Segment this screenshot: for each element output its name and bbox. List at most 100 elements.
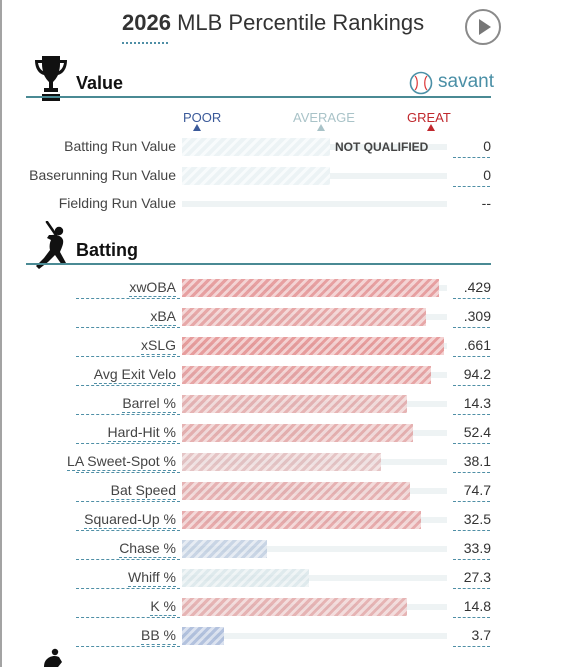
metric-label[interactable]: Squared-Up % — [84, 511, 176, 529]
metric-value: 0 — [483, 167, 491, 183]
value-dash — [453, 414, 490, 415]
metric-label[interactable]: Barrel % — [122, 395, 176, 413]
row-divider — [76, 559, 180, 560]
scale-poor-label: POOR — [183, 110, 222, 125]
metric-label[interactable]: xSLG — [140, 337, 176, 355]
metric-value: .429 — [463, 279, 491, 295]
row-divider — [76, 530, 180, 531]
batting-metric-row: Bat Speed 74.7 — [0, 477, 571, 505]
batting-metric-row: xwOBA .429 — [0, 274, 571, 302]
metric-label[interactable]: BB % — [140, 627, 176, 645]
row-divider — [76, 414, 180, 415]
metric-value: 14.3 — [463, 395, 491, 411]
value-dash — [453, 472, 490, 473]
percentile-bar[interactable] — [182, 337, 444, 355]
batting-metric-row: Squared-Up % 32.5 — [0, 506, 571, 534]
batting-section-rule — [26, 263, 491, 265]
percentile-bar[interactable] — [182, 424, 413, 442]
value-dash — [453, 588, 490, 589]
percentile-track — [182, 633, 447, 639]
metric-value: 94.2 — [463, 366, 491, 382]
metric-label[interactable]: xwOBA — [129, 279, 176, 297]
metric-value: -- — [481, 195, 491, 211]
savant-link[interactable]: savant — [438, 71, 494, 92]
percentile-track — [182, 201, 447, 207]
metric-label[interactable]: LA Sweet-Spot % — [67, 453, 176, 471]
metric-value: 14.8 — [463, 598, 491, 614]
batting-metric-row: Barrel % 14.3 — [0, 390, 571, 418]
play-button[interactable] — [465, 9, 501, 45]
scale-great-arrow — [427, 124, 435, 131]
not-qualified-bar — [182, 167, 330, 185]
metric-value: 38.1 — [463, 453, 491, 469]
value-dash — [453, 501, 490, 502]
percentile-track — [182, 575, 447, 581]
metric-value: 33.9 — [463, 540, 491, 556]
metric-value: 74.7 — [463, 482, 491, 498]
value-dash — [453, 559, 490, 560]
metric-label[interactable]: xBA — [150, 308, 176, 326]
percentile-bar[interactable] — [182, 308, 426, 326]
percentile-bar[interactable] — [182, 279, 439, 297]
title-year: 2026 — [122, 10, 171, 35]
value-dash — [453, 186, 490, 187]
percentile-bar[interactable] — [182, 627, 224, 645]
row-divider — [76, 298, 180, 299]
metric-label[interactable]: Baserunning Run Value — [29, 167, 176, 183]
metric-value: 3.7 — [471, 627, 491, 643]
metric-label[interactable]: Whiff % — [128, 569, 176, 587]
percentile-bar[interactable] — [182, 540, 267, 558]
metric-label[interactable]: Avg Exit Velo — [93, 366, 176, 384]
value-row-batting-run-value: Batting Run Value NOT QUALIFIED 0 — [0, 133, 571, 161]
row-divider — [76, 646, 180, 647]
left-border — [0, 0, 2, 667]
page-title: 2026 MLB Percentile Rankings — [122, 10, 424, 44]
value-section-rule — [26, 96, 491, 98]
batting-metric-row: BB % 3.7 — [0, 622, 571, 650]
title-underline — [122, 42, 168, 44]
value-dash — [453, 443, 490, 444]
value-section-title: Value — [76, 73, 124, 93]
percentile-bar[interactable] — [182, 366, 431, 384]
value-dash — [453, 385, 490, 386]
value-dash — [453, 157, 490, 158]
play-icon — [479, 19, 491, 35]
percentile-track — [182, 546, 447, 552]
row-divider — [76, 327, 180, 328]
metric-label[interactable]: Chase % — [119, 540, 176, 558]
metric-label[interactable]: Fielding Run Value — [58, 195, 176, 211]
batting-metric-row: K % 14.8 — [0, 593, 571, 621]
row-divider — [76, 588, 180, 589]
percentile-bar[interactable] — [182, 482, 410, 500]
metric-label[interactable]: Bat Speed — [110, 482, 176, 500]
value-dash — [453, 617, 490, 618]
scale-great-label: GREAT — [407, 110, 451, 125]
batting-metric-row: Chase % 33.9 — [0, 535, 571, 563]
metric-label[interactable]: Batting Run Value — [64, 138, 176, 154]
percentile-bar[interactable] — [182, 569, 309, 587]
savant-baseball-icon — [409, 71, 433, 95]
metric-value: 0 — [483, 138, 491, 154]
value-dash — [453, 646, 490, 647]
percentile-bar[interactable] — [182, 395, 407, 413]
scale-average-arrow — [317, 124, 325, 131]
row-divider — [76, 472, 180, 473]
not-qualified-bar — [182, 138, 330, 156]
percentile-bar[interactable] — [182, 598, 407, 616]
row-divider — [76, 385, 180, 386]
value-dash — [453, 298, 490, 299]
row-divider — [76, 356, 180, 357]
value-row-baserunning-run-value: Baserunning Run Value 0 — [0, 162, 571, 190]
value-dash — [453, 530, 490, 531]
batting-metric-row: LA Sweet-Spot % 38.1 — [0, 448, 571, 476]
percentile-bar[interactable] — [182, 511, 421, 529]
metric-label[interactable]: K % — [150, 598, 176, 616]
metric-value: 27.3 — [463, 569, 491, 585]
scale-poor-arrow — [193, 124, 201, 131]
metric-label[interactable]: Hard-Hit % — [107, 424, 176, 442]
pitcher-icon — [44, 648, 62, 667]
row-divider — [76, 501, 180, 502]
percentile-bar[interactable] — [182, 453, 381, 471]
batting-metric-row: Hard-Hit % 52.4 — [0, 419, 571, 447]
scale-average-label: AVERAGE — [293, 110, 355, 125]
